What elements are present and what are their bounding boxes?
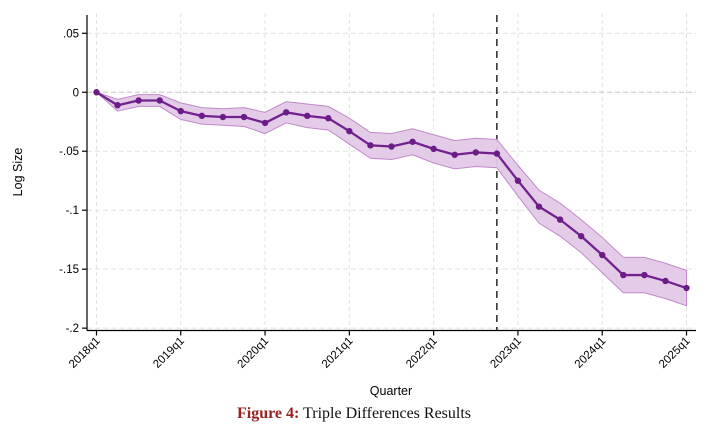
data-point-marker bbox=[219, 113, 227, 121]
x-tick-label: 2018q1 bbox=[67, 335, 103, 371]
data-point-marker bbox=[198, 112, 206, 120]
y-tick-label: -.2 bbox=[66, 323, 79, 335]
data-point-marker bbox=[451, 151, 458, 158]
y-tick-label: 0 bbox=[73, 87, 79, 99]
data-point-marker bbox=[93, 89, 100, 96]
data-point-marker bbox=[514, 177, 522, 184]
data-point-marker bbox=[472, 149, 479, 156]
data-point-marker bbox=[430, 145, 437, 153]
y-tick-label: -.05 bbox=[59, 146, 79, 158]
x-tick-label: 2020q1 bbox=[236, 335, 272, 371]
x-tick-label: 2024q1 bbox=[573, 335, 609, 371]
data-point-marker bbox=[641, 271, 648, 279]
x-tick-label: 2023q1 bbox=[488, 335, 524, 371]
data-point-marker bbox=[261, 119, 269, 127]
data-point-marker bbox=[683, 284, 690, 292]
data-point-marker bbox=[135, 97, 142, 104]
data-point-marker bbox=[367, 142, 374, 149]
data-point-marker bbox=[535, 203, 543, 210]
data-point-marker bbox=[240, 113, 248, 121]
figure-caption-label: Figure 4: bbox=[236, 405, 300, 422]
data-point-marker bbox=[346, 127, 353, 135]
x-tick-label: 2025q1 bbox=[657, 335, 693, 371]
data-point-marker bbox=[556, 216, 564, 223]
data-point-marker bbox=[388, 143, 395, 150]
data-point-marker bbox=[177, 107, 184, 115]
x-tick-label: 2019q1 bbox=[151, 335, 187, 371]
data-point-marker bbox=[577, 232, 585, 240]
data-point-marker bbox=[409, 138, 416, 145]
data-point-marker bbox=[282, 109, 290, 116]
x-tick-label: 2022q1 bbox=[404, 335, 440, 371]
y-tick-label: -.1 bbox=[66, 205, 79, 217]
data-point-marker bbox=[599, 251, 606, 259]
data-point-marker bbox=[304, 112, 311, 120]
y-axis-title: Log Size bbox=[11, 148, 25, 197]
figure-caption: Figure 4: Triple Differences Results bbox=[0, 405, 708, 423]
y-tick-label: .05 bbox=[63, 28, 79, 40]
confidence-band bbox=[96, 91, 688, 307]
x-axis-title: Quarter bbox=[370, 384, 412, 398]
data-point-marker bbox=[662, 277, 669, 285]
y-tick-label: -.15 bbox=[59, 264, 79, 276]
data-point-marker bbox=[493, 150, 501, 157]
figure-caption-title: Triple Differences Results bbox=[299, 405, 472, 422]
data-point-marker bbox=[114, 102, 121, 109]
data-point-marker bbox=[620, 271, 627, 279]
x-tick-label: 2021q1 bbox=[320, 335, 356, 371]
data-point-marker bbox=[156, 97, 163, 104]
data-point-marker bbox=[325, 115, 332, 122]
